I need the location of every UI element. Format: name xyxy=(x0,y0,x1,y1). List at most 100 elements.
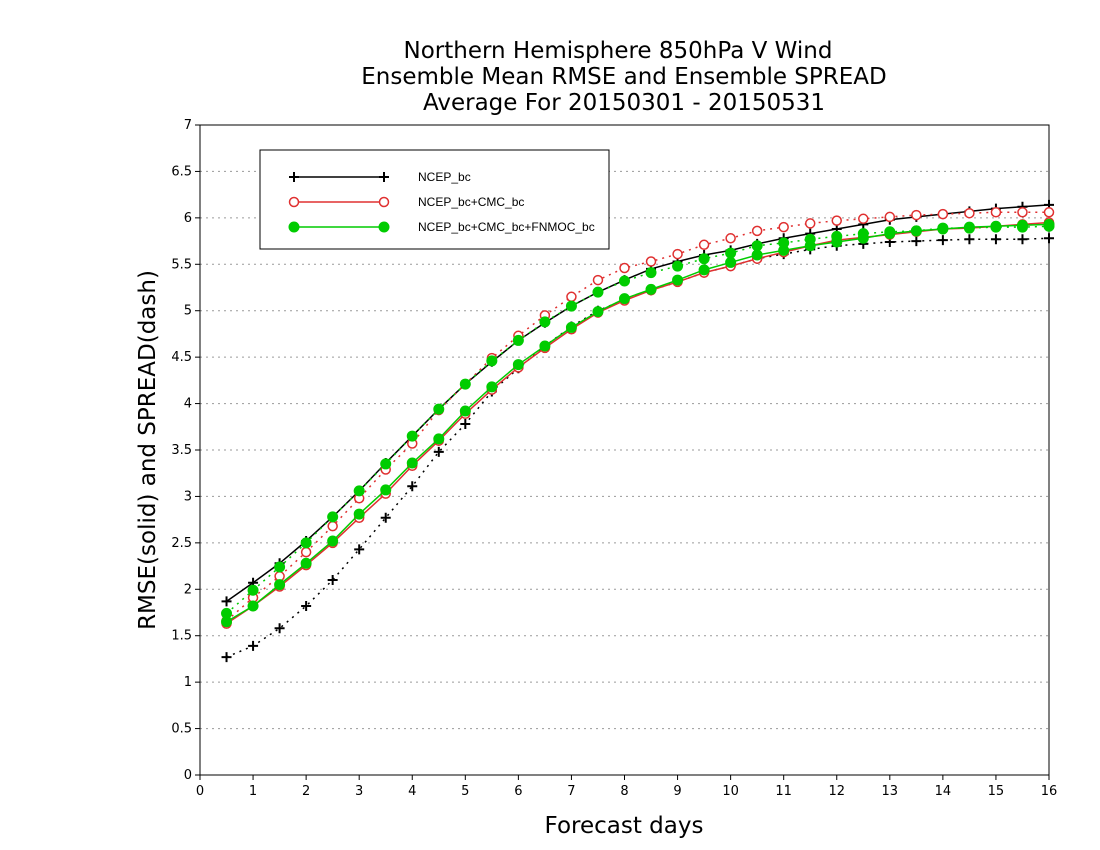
x-tick-label: 1 xyxy=(249,784,257,799)
rmse-point xyxy=(380,484,392,496)
spread-point xyxy=(1044,233,1054,244)
spread-point xyxy=(619,262,630,274)
y-tick-label: 1.5 xyxy=(171,629,192,644)
rmse-point xyxy=(1043,218,1055,230)
spread-line xyxy=(226,225,1050,614)
chart-title: Northern Hemisphere 850hPa V Wind Ensemb… xyxy=(361,38,886,116)
spread-point xyxy=(406,430,418,442)
spread-point xyxy=(274,623,285,634)
rmse-point xyxy=(247,600,259,612)
spread-point xyxy=(645,256,657,267)
series-NCEP_bc+CMC_bc+FNMOC_bc xyxy=(221,218,1055,628)
spread-point xyxy=(539,316,551,328)
rmse-point xyxy=(990,220,1002,232)
spread-point xyxy=(937,208,949,220)
legend: NCEP_bc NCEP_bc+CMC_bc NCEP_bc+CMC_bc+FNMO… xyxy=(259,149,610,250)
rmse-point xyxy=(221,596,232,607)
rmse-point xyxy=(1016,219,1028,231)
y-tick-label: 2 xyxy=(184,582,192,597)
spread-point xyxy=(858,213,869,225)
legend-label: NCEP_bc+CMC_bc+FNMOC_bc xyxy=(418,220,595,234)
legend-marker-end xyxy=(378,221,390,233)
rmse-point xyxy=(221,616,233,628)
spread-point xyxy=(300,546,312,558)
x-axis-label: Forecast days xyxy=(545,813,704,839)
legend-marker-start xyxy=(289,172,299,182)
grid xyxy=(200,170,1049,730)
spread-point xyxy=(459,378,471,390)
legend-marker-end xyxy=(378,196,390,208)
spread-point xyxy=(964,207,975,219)
spread-point xyxy=(831,215,842,226)
legend-marker-end xyxy=(379,172,389,182)
rmse-point xyxy=(937,223,949,235)
x-tick-label: 3 xyxy=(355,784,363,799)
spread-point xyxy=(380,458,392,470)
spread-point xyxy=(1017,234,1028,245)
spread-point xyxy=(990,234,1001,245)
rmse-line xyxy=(226,221,1050,625)
legend-marker-start xyxy=(288,221,300,233)
legend-box xyxy=(259,149,610,250)
spread-point xyxy=(300,537,312,549)
rmse-point xyxy=(910,225,922,237)
title-line-3: Average For 20150301 - 20150531 xyxy=(423,90,825,116)
y-tick-label: 3.5 xyxy=(171,443,192,458)
title-line-1: Northern Hemisphere 850hPa V Wind xyxy=(404,38,833,64)
spread-point xyxy=(1017,207,1028,218)
y-tick-label: 4 xyxy=(184,397,192,412)
y-tick-label: 4.5 xyxy=(171,350,192,365)
spread-point xyxy=(248,640,259,651)
spread-point xyxy=(433,446,444,457)
rmse-point xyxy=(486,381,498,393)
spread-line xyxy=(226,237,1050,658)
x-tick-label: 5 xyxy=(461,784,469,799)
spread-point xyxy=(433,403,445,415)
spread-point xyxy=(327,520,338,532)
series-layer xyxy=(221,199,1055,663)
x-tick-label: 9 xyxy=(673,784,681,799)
spread-point xyxy=(247,584,259,596)
spread-point xyxy=(592,286,604,298)
spread-point xyxy=(937,235,948,246)
spread-point xyxy=(911,236,922,247)
spread-point xyxy=(884,211,896,223)
spread-point xyxy=(725,233,736,244)
y-tick-label: 7 xyxy=(184,118,192,133)
y-tick-label: 5 xyxy=(184,304,192,319)
rmse-point xyxy=(725,256,737,268)
y-tick-label: 0.5 xyxy=(171,722,192,737)
x-tick-label: 11 xyxy=(775,784,792,799)
series-NCEP_bc xyxy=(221,199,1054,663)
series-NCEP_bc+CMC_bc xyxy=(221,207,1055,629)
x-tick-label: 15 xyxy=(988,784,1005,799)
spread-point xyxy=(301,601,312,611)
rmse-point xyxy=(512,359,524,371)
rmse-line xyxy=(226,223,1050,623)
axis-ticks: 00.511.522.533.544.555.566.570 1 2 3 4 5 6 7 8 9 1… xyxy=(171,118,1057,799)
x-tick-label: 0 xyxy=(196,784,204,799)
rmse-point xyxy=(645,283,657,295)
rmse-point xyxy=(857,232,869,244)
spread-point xyxy=(911,209,922,221)
y-tick-label: 5.5 xyxy=(171,257,192,272)
spread-point xyxy=(672,248,683,260)
rmse-point xyxy=(433,433,445,445)
rmse-point xyxy=(406,457,418,469)
rmse-point xyxy=(804,240,816,252)
rmse-line xyxy=(226,204,1050,602)
title-line-2: Ensemble Mean RMSE and Ensemble SPREAD xyxy=(361,64,886,90)
spread-point xyxy=(512,334,524,346)
x-tick-label: 14 xyxy=(935,784,952,799)
rmse-point xyxy=(300,557,312,569)
rmse-point xyxy=(672,274,684,286)
rmse-point xyxy=(884,228,896,240)
rmse-point xyxy=(963,221,975,233)
y-tick-label: 3 xyxy=(184,489,192,504)
spread-point xyxy=(698,253,710,265)
x-tick-label: 2 xyxy=(302,784,310,799)
spread-point xyxy=(672,260,684,272)
rmse-point xyxy=(459,405,471,417)
spread-point xyxy=(274,561,286,573)
rmse-point xyxy=(327,535,339,547)
